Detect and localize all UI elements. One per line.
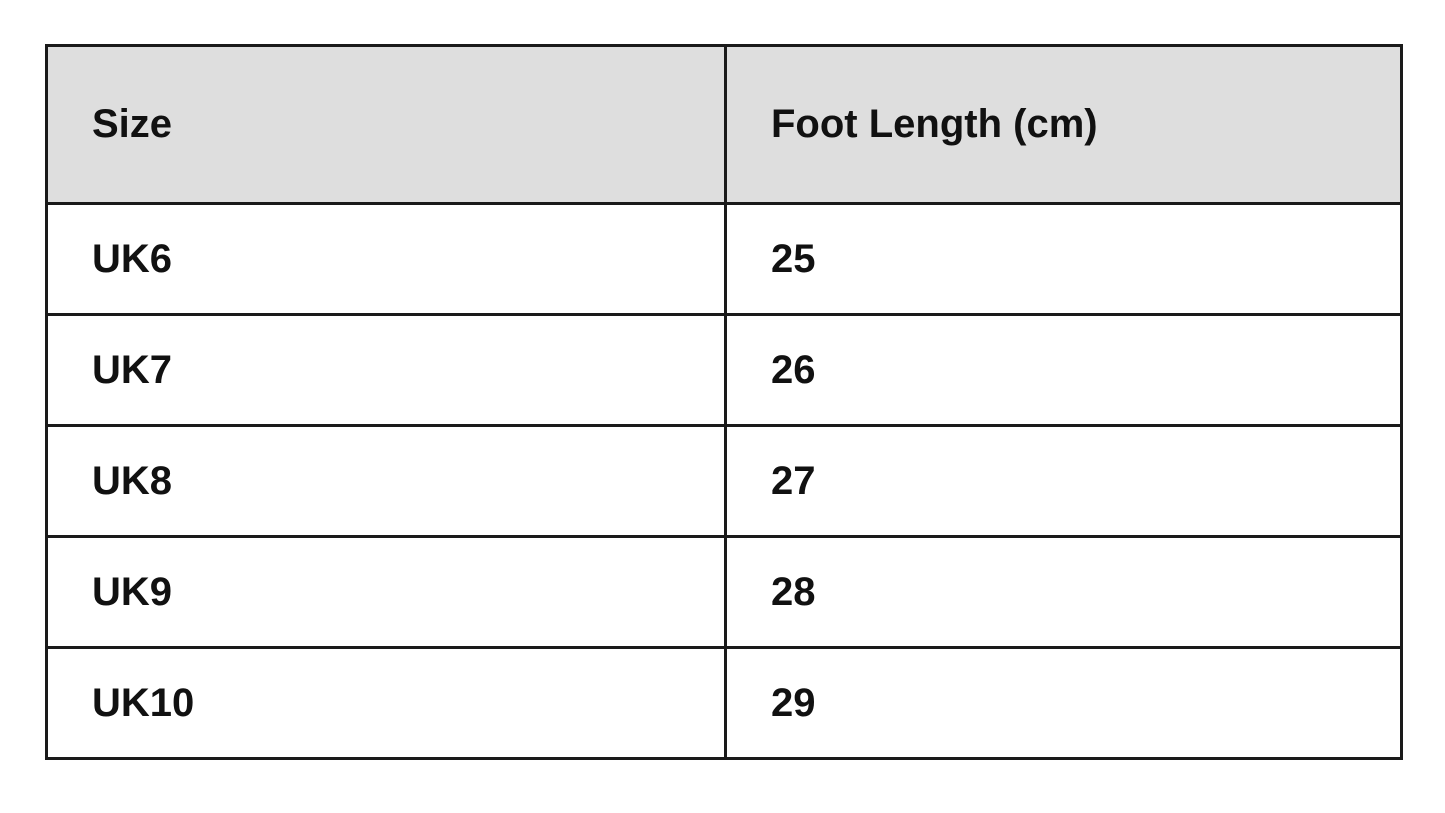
cell-foot-length: 25 [724,202,1403,316]
header-row: Size Foot Length (cm) [45,44,1403,205]
cell-size: UK9 [45,535,727,649]
size-chart-table: Size Foot Length (cm) UK6 25 UK7 26 UK8 … [45,44,1403,760]
header-foot-length: Foot Length (cm) [724,44,1403,205]
cell-foot-length: 27 [724,424,1403,538]
table-row: UK10 29 [45,646,1403,760]
cell-foot-length: 26 [724,313,1403,427]
table-row: UK9 28 [45,535,1403,649]
cell-size: UK8 [45,424,727,538]
cell-foot-length: 29 [724,646,1403,760]
table-row: UK8 27 [45,424,1403,538]
cell-size: UK10 [45,646,727,760]
table-row: UK7 26 [45,313,1403,427]
header-size: Size [45,44,727,205]
cell-size: UK6 [45,202,727,316]
table-row: UK6 25 [45,202,1403,316]
cell-foot-length: 28 [724,535,1403,649]
cell-size: UK7 [45,313,727,427]
